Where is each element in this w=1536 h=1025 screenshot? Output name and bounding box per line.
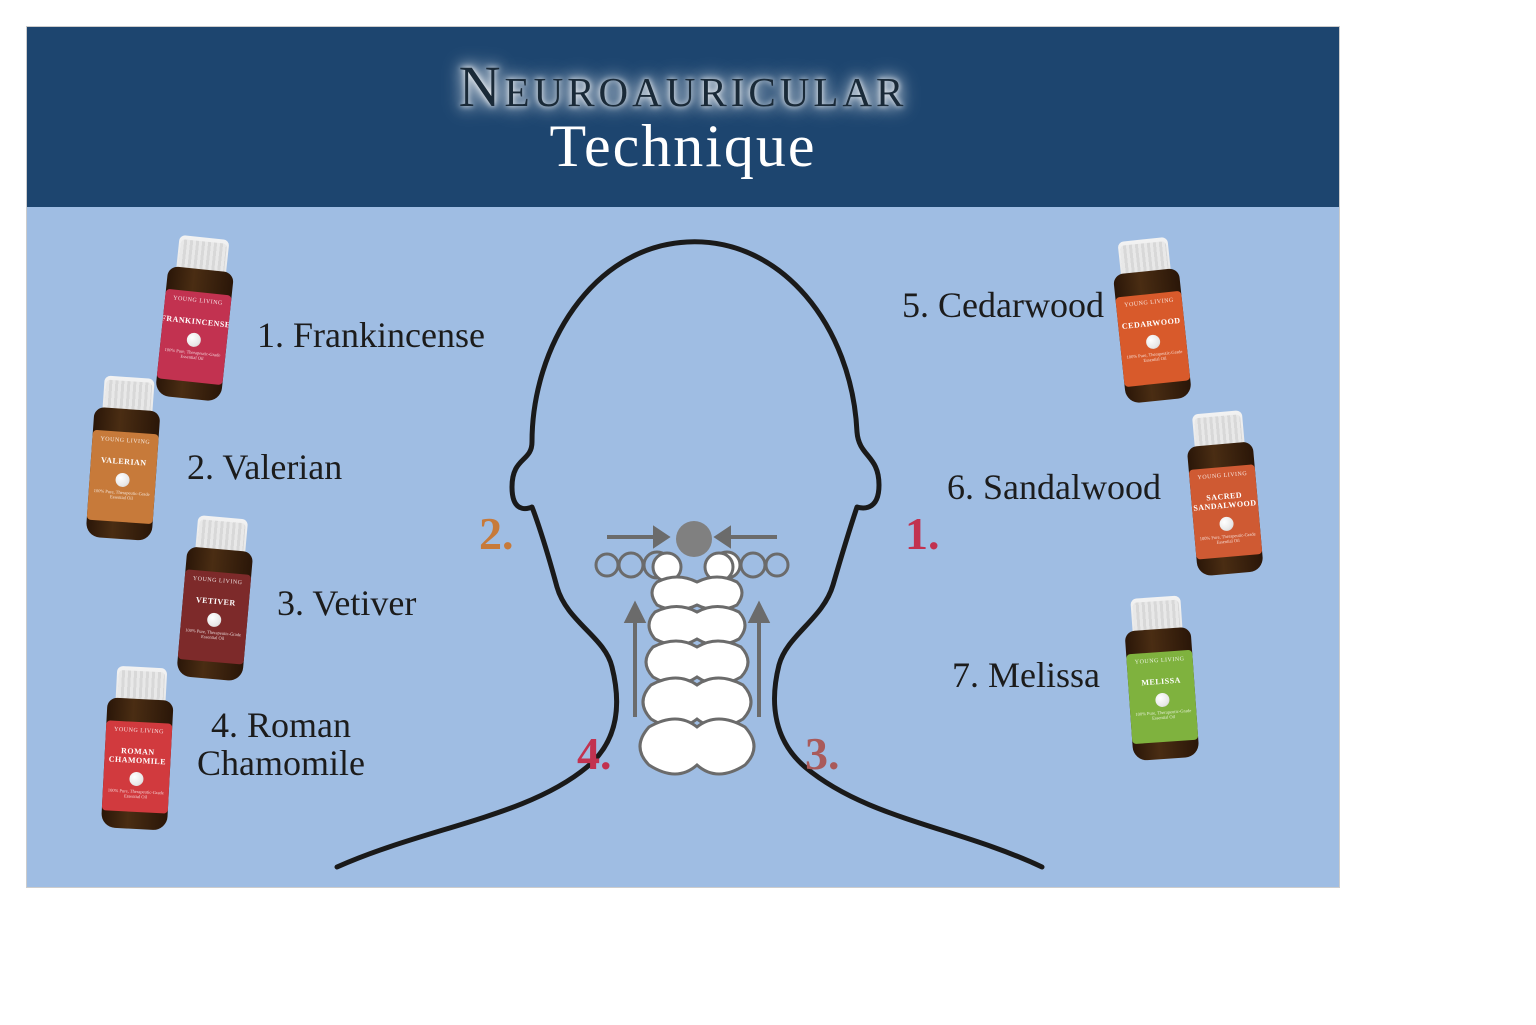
bottle-brand: Young Living — [1135, 656, 1185, 665]
bottle-subtext: 100% Pure, Therapeutic-Grade Essential O… — [102, 788, 168, 801]
head-diagram — [307, 207, 1057, 888]
bottle-brand: Young Living — [193, 576, 243, 586]
bottle-label: Young Living SACRED SANDALWOOD 100% Pure, … — [1189, 464, 1263, 559]
occipital-dot — [676, 521, 712, 557]
infographic-card: Neuroauricular Technique Young Living FRA… — [26, 26, 1340, 888]
bottle-oil-name: CEDARWOOD — [1120, 317, 1183, 332]
bottle-oil-name: VALERIAN — [99, 456, 149, 468]
drop-icon — [207, 612, 222, 627]
bottle-label: Young Living ROMAN CHAMOMILE 100% Pure, Th… — [102, 720, 173, 813]
bottle-subtext: 100% Pure, Therapeutic-Grade Essential O… — [1195, 532, 1262, 548]
bottle-brand: Young Living — [173, 296, 223, 307]
bottle-label: Young Living MELISSA 100% Pure, Therapeuti… — [1126, 650, 1198, 744]
bottle-oil-name: VETIVER — [193, 596, 238, 609]
oil-bottle: Young Living VETIVER 100% Pure, Therapeuti… — [170, 514, 262, 685]
bottle-subtext: 100% Pure, Therapeutic-Grade Essential O… — [88, 488, 155, 502]
oil-bottle: Young Living VALERIAN 100% Pure, Therapeut… — [79, 374, 168, 544]
bottle-brand: Young Living — [114, 727, 164, 736]
bottle-oil-name: MELISSA — [1139, 676, 1183, 688]
step-number: 4. — [577, 727, 612, 780]
header: Neuroauricular Technique — [27, 27, 1339, 207]
oil-bottle: Young Living MELISSA 100% Pure, Therapeuti… — [1116, 594, 1205, 764]
bottle-oil-name: ROMAN CHAMOMILE — [104, 746, 171, 767]
body-area: Young Living FRANKINCENSE 100% Pure, Thera… — [27, 207, 1339, 888]
bottle-oil-name: SACRED SANDALWOOD — [1190, 490, 1259, 513]
drop-icon — [1145, 334, 1160, 349]
drop-icon — [129, 771, 144, 786]
bottle-subtext: 100% Pure, Therapeutic-Grade Essential O… — [1121, 349, 1188, 366]
bottle-subtext: 100% Pure, Therapeutic-Grade Essential O… — [180, 628, 247, 644]
spine — [640, 577, 754, 774]
title-line-1: Neuroauricular — [459, 53, 908, 120]
bottle-brand: Young Living — [1124, 298, 1174, 309]
title-line-2: Technique — [549, 112, 816, 181]
bottle-label: Young Living FRANKINCENSE 100% Pure, Thera… — [157, 289, 232, 385]
step-number: 3. — [805, 727, 840, 780]
bottle-subtext: 100% Pure, Therapeutic-Grade Essential O… — [1130, 708, 1197, 722]
drop-icon — [186, 332, 201, 347]
drop-icon — [1155, 692, 1170, 707]
bottle-subtext: 100% Pure, Therapeutic-Grade Essential O… — [159, 347, 226, 364]
oil-bottle: Young Living CEDARWOOD 100% Pure, Therapeu… — [1104, 235, 1199, 407]
bottle-label: Young Living VALERIAN 100% Pure, Therapeut… — [87, 430, 159, 524]
drop-icon — [115, 472, 130, 487]
bottle-label: Young Living VETIVER 100% Pure, Therapeuti… — [178, 569, 252, 664]
oil-bottle: Young Living SACRED SANDALWOOD 100% Pure, … — [1178, 409, 1270, 580]
oil-bottle: Young Living ROMAN CHAMOMILE 100% Pure, Th… — [95, 665, 182, 834]
bottle-brand: Young Living — [100, 436, 150, 445]
bottle-oil-name: FRANKINCENSE — [158, 314, 231, 330]
bottle-brand: Young Living — [1197, 471, 1247, 481]
step-number: 1. — [905, 507, 940, 560]
bottle-label: Young Living CEDARWOOD 100% Pure, Therapeu… — [1115, 291, 1190, 387]
step-number: 2. — [479, 507, 514, 560]
drop-icon — [1219, 516, 1234, 531]
